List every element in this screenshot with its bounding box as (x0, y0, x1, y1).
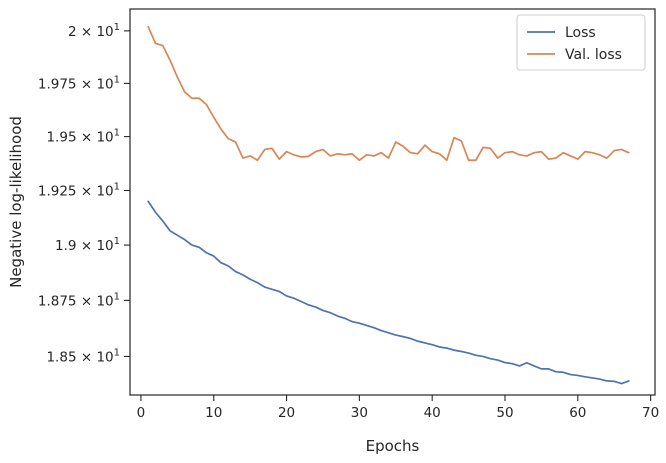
plot-frame (129, 8, 656, 396)
y-tick-mantissa: 2 (68, 24, 77, 40)
y-tick-label: 1.925 × 101 (38, 181, 120, 199)
x-tick-label: 60 (569, 405, 586, 421)
y-tick-base: 10 (96, 293, 113, 309)
y-tick-base: 10 (96, 349, 113, 365)
y-tick-base: 10 (96, 130, 113, 146)
legend: Loss Val. loss (516, 14, 646, 71)
y-tick-times: × (77, 238, 97, 254)
x-axis-label: Epochs (366, 437, 420, 455)
legend-label: Loss (565, 25, 596, 41)
y-tick-mantissa: 1.95 (46, 130, 76, 146)
y-tick-times: × (77, 76, 97, 92)
plot-lines (147, 25, 630, 385)
legend-box (516, 14, 646, 71)
y-tick-label: 1.975 × 101 (38, 74, 120, 92)
x-tick-label: 20 (278, 405, 295, 421)
series-line-val-loss (147, 25, 630, 162)
y-axis-label: Negative log-likelihood (7, 116, 25, 288)
y-tick-exponent: 1 (114, 291, 120, 302)
y-tick-label: 1.875 × 101 (38, 291, 120, 309)
y-tick-times: × (77, 183, 97, 199)
y-tick-exponent: 1 (114, 128, 120, 139)
series-line-loss (147, 200, 630, 385)
y-tick-times: × (77, 24, 97, 40)
x-tick-label: 0 (137, 405, 146, 421)
y-tick-base: 10 (96, 24, 113, 40)
y-tick-exponent: 1 (114, 347, 120, 358)
y-tick-exponent: 1 (114, 22, 120, 33)
y-tick-base: 10 (96, 76, 113, 92)
x-tick-label: 40 (424, 405, 441, 421)
legend-label: Val. loss (565, 47, 622, 63)
y-tick-label: 1.95 × 101 (46, 128, 120, 146)
y-tick-mantissa: 1.975 (38, 76, 77, 92)
y-tick-exponent: 1 (114, 74, 120, 85)
y-tick-times: × (77, 349, 97, 365)
y-tick-base: 10 (96, 183, 113, 199)
y-tick-mantissa: 1.875 (38, 293, 77, 309)
y-tick-label: 1.9 × 101 (55, 236, 120, 254)
x-axis: 0 10 20 30 40 50 60 70 (137, 395, 659, 421)
y-tick-exponent: 1 (114, 236, 120, 247)
y-tick-mantissa: 1.9 (55, 238, 76, 254)
y-tick-label: 1.85 × 101 (46, 347, 120, 365)
x-tick-label: 70 (642, 405, 659, 421)
y-tick-mantissa: 1.925 (38, 183, 77, 199)
y-tick-label: 2 × 101 (68, 22, 120, 40)
y-tick-times: × (77, 293, 97, 309)
x-tick-label: 30 (351, 405, 368, 421)
y-tick-mantissa: 1.85 (46, 349, 76, 365)
y-tick-times: × (77, 130, 97, 146)
y-tick-base: 10 (96, 238, 113, 254)
x-tick-label: 10 (205, 405, 222, 421)
y-tick-exponent: 1 (114, 181, 120, 192)
x-tick-label: 50 (496, 405, 513, 421)
